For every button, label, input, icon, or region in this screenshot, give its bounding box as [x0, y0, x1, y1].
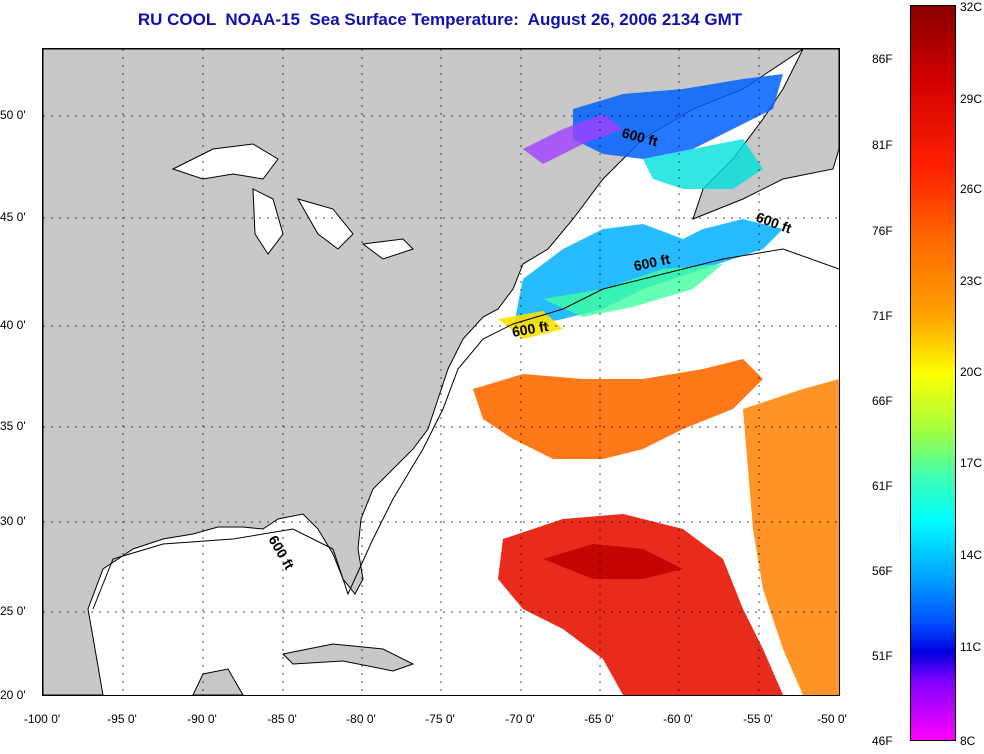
- lon-label-70: -70 0': [505, 712, 535, 726]
- lon-label-80: -80 0': [346, 712, 376, 726]
- colorbar-f-66: 66F: [872, 394, 893, 408]
- lon-label-90: -90 0': [187, 712, 217, 726]
- colorbar-f-86: 86F: [872, 52, 893, 66]
- lon-label-65: -65 0': [584, 712, 614, 726]
- colorbar-c-32: 32C: [960, 0, 983, 14]
- colorbar-f-46: 46F: [872, 734, 893, 748]
- colorbar-f-81: 81F: [872, 138, 893, 152]
- lon-label-55: -55 0': [743, 712, 773, 726]
- lon-label-85: -85 0': [267, 712, 297, 726]
- colorbar-f-51: 51F: [872, 649, 893, 663]
- colorbar-f-56: 56F: [872, 564, 893, 578]
- great-lakes: [171, 143, 414, 260]
- lat-label-30: 30 0': [0, 514, 26, 528]
- colorbar-c-14: 14C: [960, 548, 983, 562]
- lon-label-95: -95 0': [107, 712, 137, 726]
- lon-label-75: -75 0': [425, 712, 455, 726]
- colorbar-c-11: 11C: [960, 640, 982, 654]
- temperature-colorbar: [910, 5, 956, 741]
- colorbar-c-20: 20C: [960, 365, 983, 379]
- lat-label-40: 40 0': [0, 318, 26, 332]
- lon-label-60: -60 0': [663, 712, 693, 726]
- colorbar-c-17: 17C: [960, 456, 983, 470]
- colorbar-c-29: 29C: [960, 92, 983, 106]
- lat-label-20: 20 0': [0, 688, 26, 702]
- colorbar-c-8: 8C: [960, 734, 976, 748]
- colorbar-c-26: 26C: [960, 182, 983, 196]
- colorbar-c-23: 23C: [960, 274, 983, 288]
- lon-label-100: -100 0': [23, 712, 61, 726]
- lon-label-50: -50 0': [817, 712, 847, 726]
- depth-contour-600ft: [92, 248, 839, 610]
- sst-cool-region: [498, 74, 783, 339]
- depth-label-4: 600 ft: [511, 318, 550, 340]
- sst-map[interactable]: 600 ft 600 ft 600 ft 600 ft 600 ft: [42, 48, 840, 696]
- colorbar-f-71: 71F: [872, 309, 893, 323]
- lat-label-25: 25 0': [0, 604, 26, 618]
- depth-label-5: 600 ft: [265, 533, 297, 573]
- land-north-america: [43, 49, 804, 695]
- lat-label-45: 45 0': [0, 210, 26, 224]
- map-canvas: 600 ft 600 ft 600 ft 600 ft 600 ft: [43, 49, 839, 695]
- depth-label-3: 600 ft: [632, 251, 671, 274]
- map-title: RU COOL NOAA-15 Sea Surface Temperature:…: [137, 10, 743, 29]
- land-cuba: [281, 643, 415, 672]
- colorbar-f-61: 61F: [872, 479, 893, 493]
- lat-label-35: 35 0': [0, 419, 26, 433]
- land-yucatan: [192, 668, 244, 695]
- colorbar-f-76: 76F: [872, 224, 893, 238]
- lat-label-50: 50 0': [0, 108, 26, 122]
- sst-warm-region: [473, 359, 839, 695]
